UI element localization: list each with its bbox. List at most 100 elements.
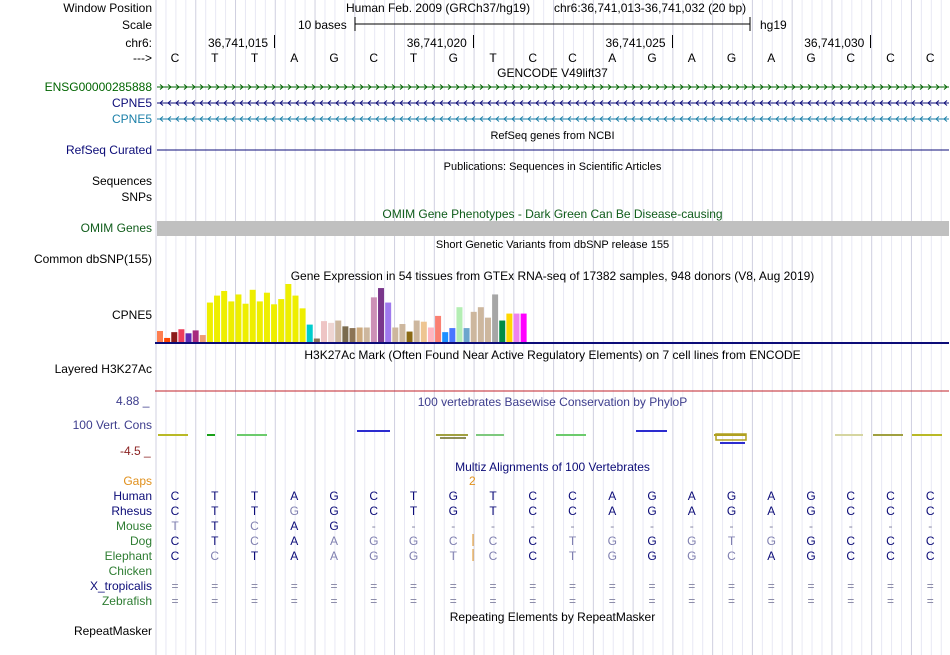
refseq-title[interactable]: RefSeq genes from NCBI <box>490 130 615 142</box>
scale-text: 10 bases <box>298 18 347 32</box>
dbsnp-title[interactable]: Short Genetic Variants from dbSNP releas… <box>435 239 670 251</box>
base-letter: C <box>369 51 379 65</box>
alignment-base: T <box>568 549 577 563</box>
alignment-base: C <box>528 504 538 518</box>
alignment-base: T <box>449 549 457 563</box>
alignment-base: A <box>767 504 776 518</box>
alignment-base: G <box>607 549 617 563</box>
species-label[interactable]: Chicken <box>108 564 152 578</box>
omim-title[interactable]: OMIM Gene Phenotypes - Dark Green Can Be… <box>382 207 723 221</box>
species-label[interactable]: Mouse <box>115 519 152 533</box>
alignment-base: C <box>369 489 379 503</box>
species-label[interactable]: Human <box>113 489 152 503</box>
alignment-base: - <box>650 519 654 533</box>
alignment-base: = <box>608 579 616 593</box>
coordinate-label: 36,741,025 <box>605 36 666 50</box>
refseq-curated-label[interactable]: RefSeq Curated <box>65 143 152 157</box>
alignment-base: = <box>568 579 576 593</box>
alignment-base: G <box>687 549 697 563</box>
repeatmasker-title[interactable]: Repeating Elements by RepeatMasker <box>449 610 656 624</box>
base-letter: C <box>528 51 538 65</box>
gencode-item-label[interactable]: ENSG00000285888 <box>44 80 152 94</box>
base-letter: C <box>846 51 856 65</box>
conservation-title[interactable]: 100 vertebrates Basewise Conservation by… <box>417 395 688 409</box>
coordinate-tick <box>274 35 275 48</box>
alignment-base: - <box>928 519 933 533</box>
coordinate-label: 36,741,015 <box>208 36 269 50</box>
vert-cons-label[interactable]: 100 Vert. Cons <box>72 418 152 432</box>
alignment-base: T <box>568 534 577 548</box>
alignment-base: G <box>448 504 458 518</box>
gencode-item-label[interactable]: CPNE5 <box>111 96 152 110</box>
alignment-base: A <box>767 549 776 563</box>
alignment-base: = <box>688 594 696 608</box>
gap-count: 2 <box>469 474 476 488</box>
publications-title[interactable]: Publications: Sequences in Scientific Ar… <box>443 161 662 173</box>
alignment-base: C <box>846 534 856 548</box>
species-label[interactable]: Rhesus <box>111 504 152 518</box>
alignment-base: G <box>408 549 419 563</box>
alignment-base: T <box>409 504 418 518</box>
publications-snps-label[interactable]: SNPs <box>121 190 152 204</box>
alignment-base: = <box>727 594 735 608</box>
alignment-base: - <box>769 519 774 533</box>
alignment-base: G <box>647 534 657 548</box>
alignment-base: = <box>847 579 855 593</box>
alignment-base: T <box>250 504 259 518</box>
alignment-base: = <box>489 594 497 608</box>
alignment-base: C <box>250 519 259 533</box>
alignment-base: - <box>809 519 813 533</box>
alignment-base: C <box>925 489 935 503</box>
common-dbsnp-label[interactable]: Common dbSNP(155) <box>33 252 152 266</box>
layered-h3k27ac-label[interactable]: Layered H3K27Ac <box>54 362 152 376</box>
window-position-label: Window Position <box>63 1 152 15</box>
alignment-base: = <box>529 579 537 593</box>
alignment-base: = <box>171 594 179 608</box>
publications-sequences-label[interactable]: Sequences <box>91 174 152 188</box>
alignment-base: = <box>767 594 775 608</box>
alignment-base: = <box>648 579 656 593</box>
gencode-title[interactable]: GENCODE V49lift37 <box>497 66 608 80</box>
alignment-base: = <box>171 579 179 593</box>
multiz-gaps-label[interactable]: Gaps <box>123 474 152 488</box>
base-letter: G <box>329 51 339 65</box>
alignment-base: = <box>489 579 497 593</box>
alignment-base: C <box>369 504 379 518</box>
chrom-label: chr6: <box>125 36 152 50</box>
gtex-cpne5-label[interactable]: CPNE5 <box>111 308 152 322</box>
alignment-base: = <box>767 579 775 593</box>
species-label[interactable]: Dog <box>129 534 152 548</box>
alignment-base: C <box>170 534 180 548</box>
base-letter: A <box>687 51 696 65</box>
alignment-base: A <box>687 504 696 518</box>
alignment-base: T <box>489 504 497 518</box>
base-letter: G <box>726 51 737 65</box>
assembly-text: Human Feb. 2009 (GRCh37/hg19) <box>346 1 531 15</box>
alignment-base: = <box>370 594 378 608</box>
alignment-base: - <box>451 519 456 533</box>
base-letter: T <box>250 51 259 65</box>
alignment-base: = <box>409 594 417 608</box>
alignment-base: = <box>807 594 815 608</box>
species-label[interactable]: Elephant <box>104 549 152 563</box>
repeatmasker-label[interactable]: RepeatMasker <box>73 624 152 638</box>
species-label[interactable]: Zebrafish <box>101 594 152 608</box>
multiz-title[interactable]: Multiz Alignments of 100 Vertebrates <box>455 460 650 474</box>
species-label[interactable]: X_tropicalis <box>89 579 152 593</box>
h3k27ac-title[interactable]: H3K27Ac Mark (Often Found Near Active Re… <box>304 348 801 362</box>
alignment-base: - <box>610 519 615 533</box>
alignment-base: = <box>330 579 338 593</box>
alignment-base: - <box>848 519 853 533</box>
omim-genes-label[interactable]: OMIM Genes <box>80 221 152 235</box>
alignment-base: C <box>925 534 935 548</box>
alignment-base: - <box>689 519 694 533</box>
gencode-item-label[interactable]: CPNE5 <box>111 112 152 126</box>
alignment-base: G <box>607 534 617 548</box>
gtex-title[interactable]: Gene Expression in 54 tissues from GTEx … <box>290 269 815 283</box>
alignment-base: C <box>170 489 180 503</box>
alignment-base: C <box>448 534 458 548</box>
alignment-base: T <box>250 489 259 503</box>
alignment-base: - <box>491 519 495 533</box>
